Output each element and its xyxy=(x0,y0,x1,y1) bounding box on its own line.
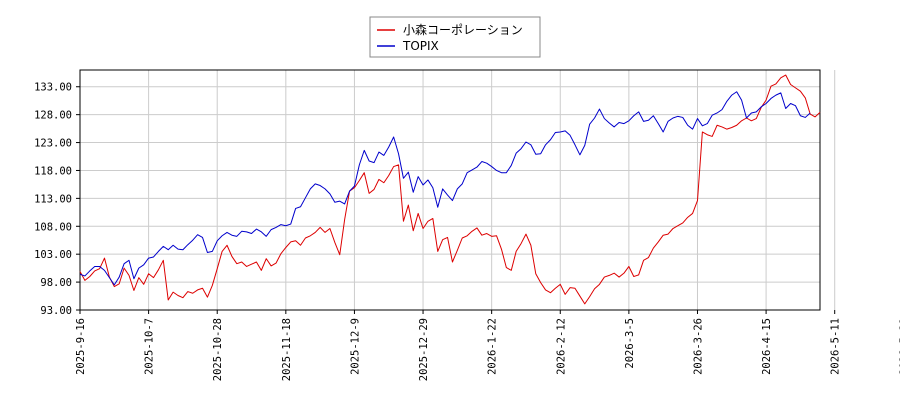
y-tick-label: 118.00 xyxy=(34,165,72,177)
x-tick-label: 2026-5-11 xyxy=(830,318,842,375)
y-tick-label: 108.00 xyxy=(34,221,72,233)
y-axis: 93.00 98.00 103.00 108.00 113.00 118.00 123.00… xyxy=(34,82,80,317)
x-tick-label: 2025-10-28 xyxy=(212,318,224,381)
x-tick-label: 2025-12-29 xyxy=(418,318,430,381)
y-tick-label: 93.00 xyxy=(40,305,72,317)
x-tick-label: 2026-3-5 xyxy=(624,318,636,369)
legend-label-topix: TOPIX xyxy=(402,39,439,53)
legend: 小森コーポレーション TOPIX xyxy=(369,16,541,58)
y-tick-label: 133.00 xyxy=(34,82,72,94)
plot-frame xyxy=(79,69,821,311)
x-tick-label: 2026-3-26 xyxy=(692,318,704,375)
y-tick-label: 128.00 xyxy=(34,110,72,122)
y-tick-label: 103.00 xyxy=(34,249,72,261)
x-axis: 2025-9-16 2025-10-7 2025-10-28 2025-11-18 20… xyxy=(75,310,900,381)
series-lines xyxy=(79,74,821,305)
x-tick-label: 2026-2-12 xyxy=(555,318,567,375)
legend-box xyxy=(369,16,541,58)
y-tick-label: 113.00 xyxy=(34,193,72,205)
x-tick-label: 2026-4-15 xyxy=(761,318,773,375)
series-line-komori xyxy=(79,74,821,305)
grid-lines xyxy=(79,70,836,311)
y-tick-label: 123.00 xyxy=(34,138,72,150)
series-line-topix xyxy=(79,91,811,286)
x-tick-label: 2026-1-22 xyxy=(487,318,499,375)
legend-label-komori: 小森コーポレーション xyxy=(403,22,523,37)
x-tick-label: 2025-11-18 xyxy=(281,318,293,381)
x-tick-label: 2025-10-7 xyxy=(144,318,156,375)
y-tick-label: 98.00 xyxy=(40,277,72,289)
x-tick-label: 2025-12-9 xyxy=(349,318,361,375)
x-tick-label: 2025-9-16 xyxy=(75,318,87,375)
x-tick-label: 2026-5-29 xyxy=(898,318,900,375)
